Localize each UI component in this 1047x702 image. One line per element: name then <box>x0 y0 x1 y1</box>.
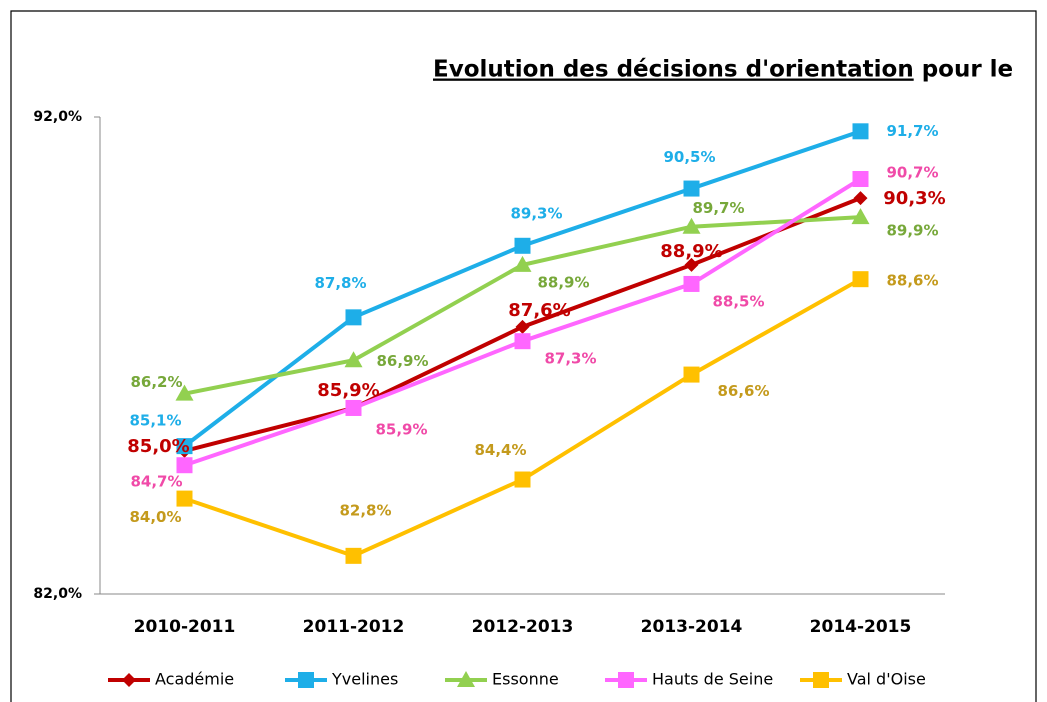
point-marker <box>345 399 362 416</box>
legend-label: Essonne <box>492 670 559 689</box>
data-label: 88,9% <box>537 273 589 291</box>
point-marker <box>852 271 869 288</box>
point-marker <box>683 366 700 383</box>
data-label: 88,9% <box>660 241 722 262</box>
point-marker <box>851 208 870 225</box>
point-marker <box>514 333 531 350</box>
chart-title-rest: pour le <box>922 57 1013 83</box>
data-label: 89,3% <box>510 204 562 222</box>
data-label: 84,0% <box>129 508 181 526</box>
point-marker <box>345 547 362 564</box>
data-label: 84,4% <box>474 441 526 459</box>
legend-marker <box>298 672 314 688</box>
point-marker <box>852 171 869 188</box>
point-marker <box>683 275 700 292</box>
data-label: 87,6% <box>508 300 570 321</box>
chart-title: Evolution des décisions d'orientation <box>433 57 914 83</box>
legend-label: Hauts de Seine <box>652 670 773 689</box>
x-tick-label: 2013-2014 <box>641 617 743 637</box>
legend-label: Académie <box>155 670 234 689</box>
point-marker <box>515 319 530 334</box>
data-label: 82,8% <box>339 501 391 519</box>
data-label: 87,3% <box>544 350 596 368</box>
x-tick-label: 2014-2015 <box>810 617 912 637</box>
legend-label: Yvelines <box>331 670 398 689</box>
point-marker <box>682 217 701 234</box>
data-label: 89,7% <box>692 199 744 217</box>
x-tick-label: 2010-2011 <box>134 617 236 637</box>
data-label: 88,6% <box>886 272 938 290</box>
point-marker <box>852 123 869 140</box>
x-tick-label: 2012-2013 <box>472 617 574 637</box>
data-label: 89,9% <box>886 222 938 240</box>
point-marker <box>514 471 531 488</box>
point-marker <box>513 255 532 272</box>
y-tick-label: 82,0% <box>33 586 82 602</box>
x-tick-label: 2011-2012 <box>303 617 405 637</box>
data-label: 86,6% <box>717 382 769 400</box>
point-marker <box>345 309 362 326</box>
data-label: 85,1% <box>129 412 181 430</box>
legend-marker <box>618 672 634 688</box>
data-label: 85,0% <box>127 436 189 457</box>
point-marker <box>176 457 193 474</box>
data-label: 85,9% <box>375 420 427 438</box>
data-label: 90,3% <box>883 188 945 209</box>
legend-label: Val d'Oise <box>847 670 926 689</box>
point-marker <box>176 490 193 507</box>
point-marker <box>514 237 531 254</box>
legend-marker <box>122 673 136 687</box>
data-label: 86,9% <box>376 352 428 370</box>
data-label: 90,7% <box>886 164 938 182</box>
frame <box>10 10 1037 702</box>
legend-marker <box>457 671 475 687</box>
point-marker <box>853 191 868 206</box>
legend-marker <box>813 672 829 688</box>
data-label: 85,9% <box>317 380 379 401</box>
data-label: 84,7% <box>130 473 182 491</box>
point-marker <box>344 351 363 368</box>
data-label: 88,5% <box>712 292 764 310</box>
data-label: 86,2% <box>130 373 182 391</box>
point-marker <box>684 257 699 272</box>
y-tick-label: 92,0% <box>33 109 82 125</box>
data-label: 90,5% <box>663 148 715 166</box>
point-marker <box>175 384 194 401</box>
point-marker <box>683 180 700 197</box>
data-label: 91,7% <box>886 122 938 140</box>
data-label: 87,8% <box>314 274 366 292</box>
point-marker <box>176 438 193 455</box>
